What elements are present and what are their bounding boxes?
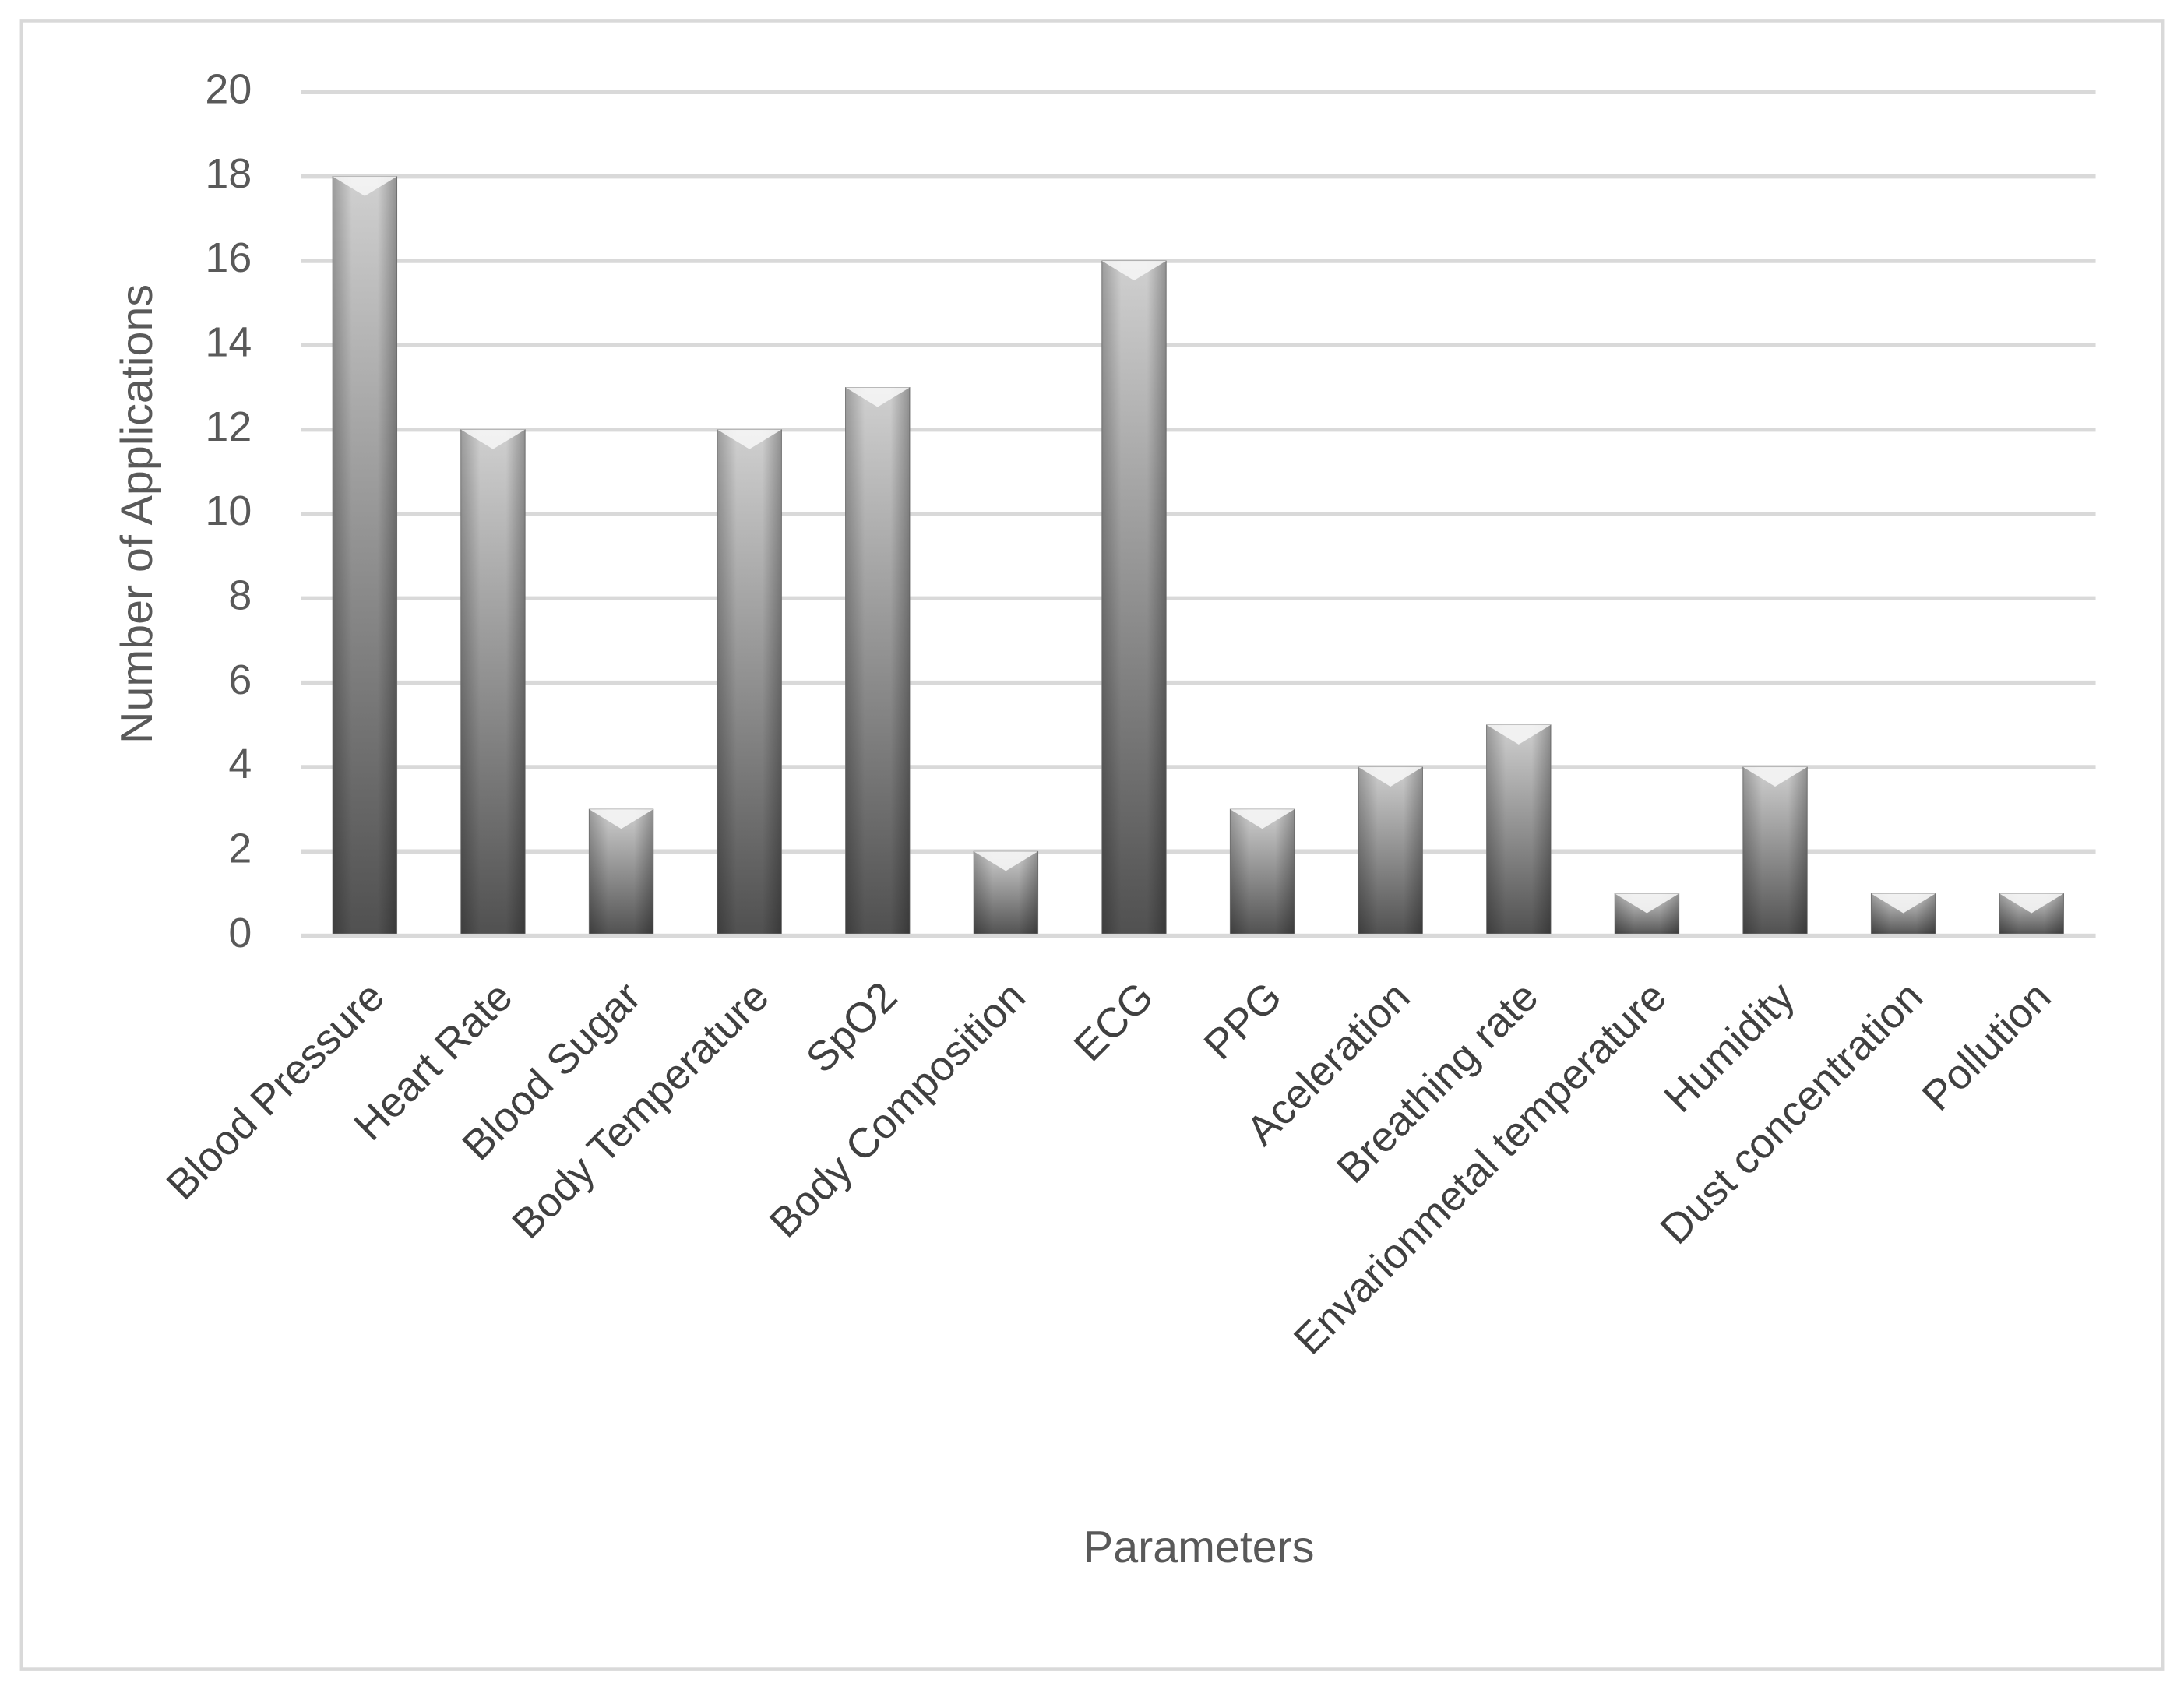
bar-top — [1230, 809, 1295, 829]
bar-shade — [589, 809, 653, 936]
bar-shade — [1742, 766, 1808, 936]
bar-top — [589, 809, 653, 829]
bar-shade — [845, 387, 911, 936]
bar-top — [333, 176, 397, 196]
x-axis-title: Parameters — [1083, 1523, 1315, 1572]
bar-shade — [460, 429, 526, 936]
y-tick-label: 0 — [228, 910, 252, 956]
bar-top — [1742, 766, 1808, 787]
bar-top — [1358, 766, 1423, 787]
bar-shade — [717, 429, 782, 936]
bar-shade — [1101, 261, 1167, 936]
bar-top — [1486, 724, 1552, 745]
y-axis-title: Number of Applications — [112, 284, 162, 744]
y-tick-label: 18 — [205, 150, 252, 197]
y-tick-label: 2 — [228, 825, 252, 871]
bar-shade — [333, 176, 397, 936]
bar-top — [974, 851, 1038, 871]
y-tick-label: 6 — [228, 657, 252, 703]
y-tick-label: 10 — [205, 488, 252, 534]
bar-shade — [1358, 766, 1423, 936]
bar-top — [845, 387, 911, 407]
bar-top — [717, 429, 782, 449]
bar-top — [1999, 893, 2064, 914]
bar-top — [1615, 893, 1679, 914]
y-tick-label: 4 — [228, 741, 252, 787]
bar-top — [1871, 893, 1936, 914]
y-tick-label: 8 — [228, 572, 252, 619]
bar-top — [1101, 261, 1167, 281]
y-tick-label: 12 — [205, 403, 252, 450]
y-tick-label: 16 — [205, 234, 252, 281]
bar-shade — [1486, 724, 1552, 936]
bar-top — [460, 429, 526, 449]
y-tick-label: 14 — [205, 319, 252, 366]
bar-shade — [1230, 809, 1295, 936]
y-tick-label: 20 — [205, 66, 252, 113]
